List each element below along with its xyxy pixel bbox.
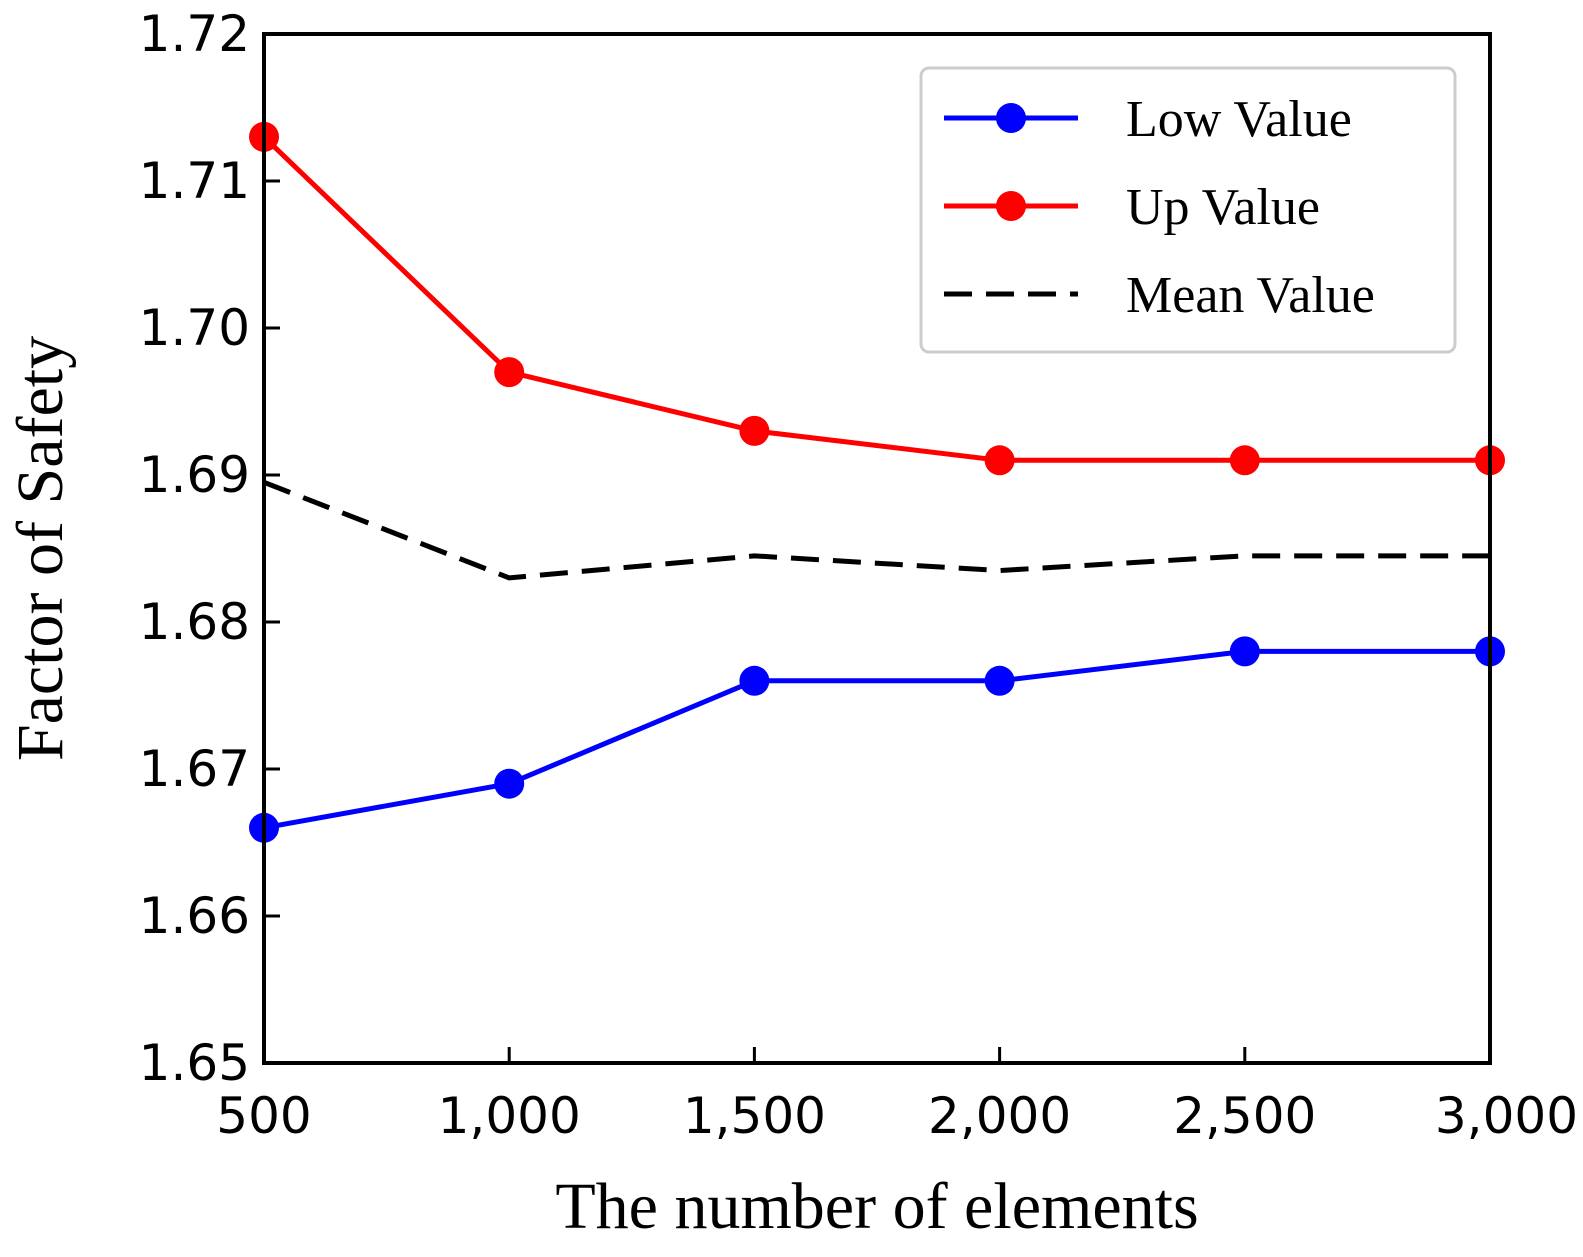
series-layer — [249, 121, 1505, 843]
series-line — [263, 648, 1490, 831]
series-low-value — [249, 636, 1505, 843]
data-point — [1229, 636, 1260, 667]
legend-marker — [996, 191, 1026, 221]
x-tick-label: 3,000 — [1435, 1087, 1578, 1145]
series-line — [262, 135, 1490, 463]
y-tick-label: 1.71 — [139, 152, 250, 210]
y-tick-label: 1.66 — [139, 887, 250, 945]
y-tick-label: 1.65 — [139, 1034, 250, 1092]
data-point — [494, 768, 525, 799]
x-tick-label: 1,500 — [683, 1087, 826, 1145]
y-tick-label: 1.67 — [139, 740, 250, 798]
x-tick-label: 2,000 — [928, 1087, 1071, 1145]
y-axis-title: Factor of Safety — [4, 336, 77, 761]
data-point — [494, 357, 525, 388]
x-tick-label: 1,000 — [438, 1087, 581, 1145]
data-point — [1229, 445, 1260, 476]
legend-label: Low Value — [1126, 91, 1352, 148]
legend: Low Value Up Value Mean Value — [919, 66, 1457, 354]
legend-marker — [996, 103, 1026, 133]
x-tick-label: 500 — [216, 1087, 311, 1145]
y-axis-ticks: 1.65 1.66 1.67 1.68 1.69 1.70 1.71 1.72 — [139, 5, 280, 1092]
x-tick-label: 2,500 — [1173, 1087, 1316, 1145]
series-up-value — [249, 121, 1505, 476]
data-point — [984, 665, 1015, 696]
series-line — [263, 480, 1490, 581]
x-axis-title: The number of elements — [555, 1170, 1198, 1243]
x-axis-ticks: 500 1,000 1,500 2,000 2,500 3,000 — [216, 1047, 1578, 1145]
data-point — [984, 445, 1015, 476]
data-point — [739, 415, 770, 446]
data-point — [739, 665, 770, 696]
plot-frame — [262, 32, 1492, 1065]
y-tick-label: 1.69 — [139, 446, 250, 504]
legend-label: Up Value — [1126, 179, 1320, 236]
series-mean-value — [263, 480, 1490, 581]
legend-label: Mean Value — [1126, 267, 1375, 324]
y-tick-label: 1.68 — [139, 593, 250, 651]
y-tick-label: 1.70 — [139, 299, 250, 357]
legend-box — [919, 66, 1457, 354]
y-tick-label: 1.72 — [139, 5, 250, 63]
